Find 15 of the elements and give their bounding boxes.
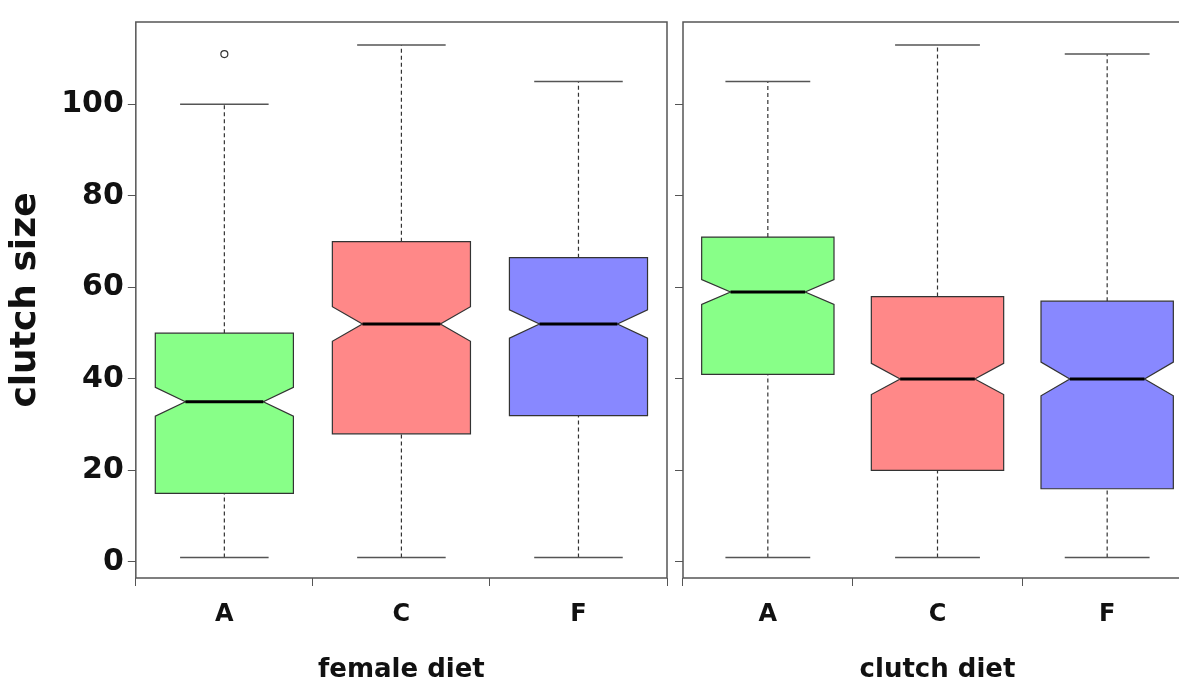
y-tick-label: 20 <box>82 450 124 486</box>
y-tick-label: 80 <box>82 175 124 211</box>
x-tick-label: F <box>570 598 587 627</box>
x-axis-title: clutch diet <box>859 653 1016 684</box>
y-tick-label: 60 <box>82 267 124 303</box>
y-tick-label: 0 <box>102 541 124 577</box>
y-axis-title: clutch size <box>1 192 43 408</box>
x-tick-label: A <box>215 598 235 627</box>
x-tick-label: C <box>928 598 947 627</box>
y-tick-label: 100 <box>61 84 124 120</box>
x-tick-label: F <box>1098 598 1116 627</box>
x-axis-title: female diet <box>318 653 485 684</box>
x-tick-label: A <box>758 598 778 627</box>
x-tick-label: C <box>392 598 411 627</box>
y-tick-label: 40 <box>82 358 124 394</box>
